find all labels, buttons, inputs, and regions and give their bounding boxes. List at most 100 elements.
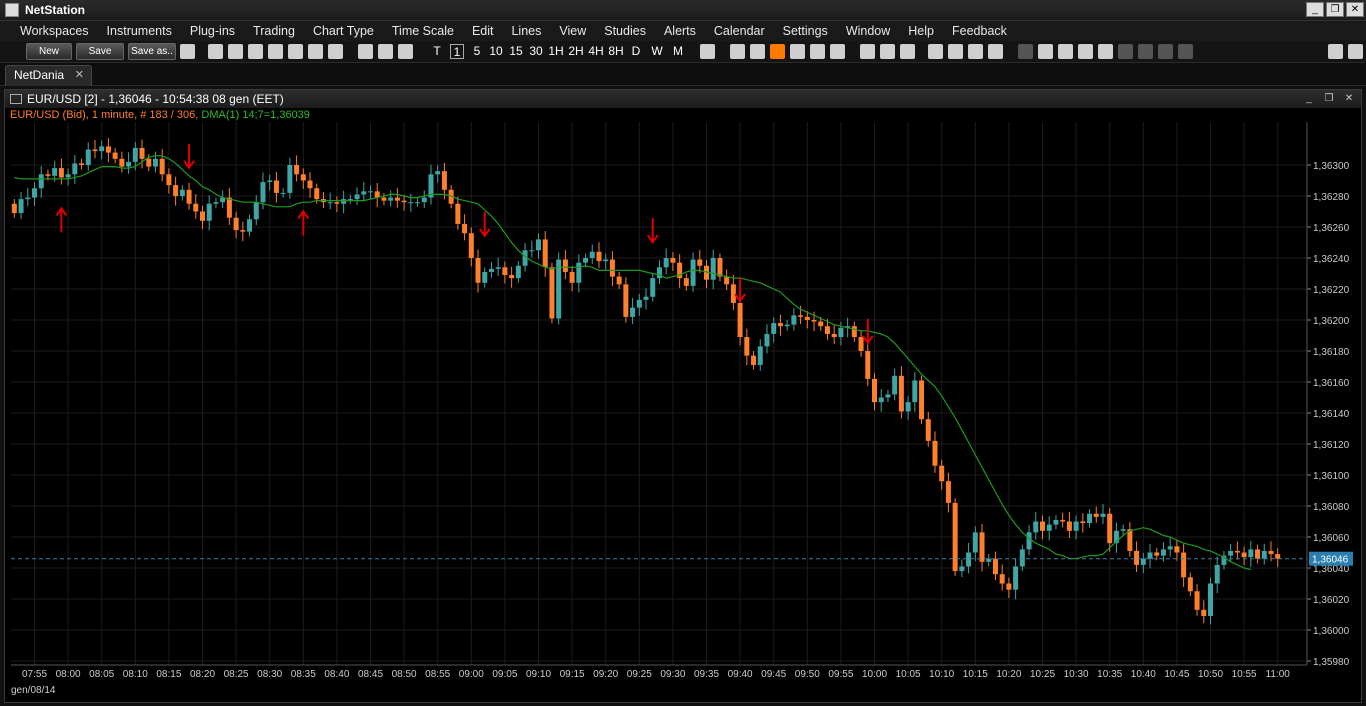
trendline-icon[interactable]	[928, 44, 943, 59]
menu-edit[interactable]: Edit	[471, 24, 494, 38]
zoom-reset-icon[interactable]	[900, 44, 915, 59]
save-button[interactable]: Save	[76, 43, 124, 60]
chart-restore-button[interactable]: ❐	[1324, 93, 1334, 104]
candle-body	[361, 191, 367, 195]
timeframe-5[interactable]: 5	[473, 44, 481, 58]
candle-body	[1201, 609, 1207, 617]
timeframe-30[interactable]: 30	[529, 44, 543, 58]
ask-icon[interactable]	[1098, 44, 1113, 59]
candle-body	[186, 189, 192, 204]
menu-help[interactable]: Help	[908, 24, 934, 38]
x-tick-label: 08:05	[89, 669, 114, 680]
candle-body	[1006, 583, 1012, 590]
pen-icon[interactable]	[1018, 44, 1033, 59]
candle-body	[1066, 521, 1072, 531]
chart-close-button[interactable]: ✕	[1344, 93, 1354, 104]
candle-body	[670, 258, 676, 263]
chart-minimize-button[interactable]: _	[1306, 93, 1312, 104]
candle-body	[616, 276, 622, 285]
tile-icon[interactable]	[1328, 44, 1343, 59]
candle-body	[488, 268, 494, 272]
candle-body	[818, 321, 824, 327]
tab-close-icon[interactable]: ✕	[74, 69, 84, 81]
candle-body	[596, 251, 602, 262]
delete-objects-icon[interactable]	[770, 44, 785, 59]
alert-bell-icon[interactable]	[288, 44, 303, 59]
candle-body	[1127, 529, 1133, 551]
properties-icon[interactable]	[180, 44, 195, 59]
timeframe-8h[interactable]: 8H	[608, 44, 624, 58]
candle-body	[273, 180, 279, 193]
zoom-fit-icon[interactable]	[750, 44, 765, 59]
info-icon[interactable]	[810, 44, 825, 59]
timeframe-15[interactable]: 15	[509, 44, 523, 58]
volume-icon[interactable]	[830, 44, 845, 59]
menu-alerts[interactable]: Alerts	[663, 24, 696, 38]
layout-icon[interactable]	[208, 44, 223, 59]
timeframe-2h[interactable]: 2H	[568, 44, 584, 58]
ray-icon[interactable]	[948, 44, 963, 59]
title-bar: NetStation _ ❐ ✕	[0, 0, 1366, 21]
timeframe-tick[interactable]: T	[433, 44, 441, 58]
candlestick-chart[interactable]: 1,36300 1,36280 1,36260 1,36240 1,36220 1,362…	[5, 90, 1361, 702]
printer-icon[interactable]	[1038, 44, 1053, 59]
candle-body	[428, 174, 434, 198]
menu-settings[interactable]: Settings	[782, 24, 828, 38]
menu-lines[interactable]: Lines	[511, 24, 542, 38]
cursor-icon[interactable]	[988, 44, 1003, 59]
line-chart-icon[interactable]	[398, 44, 413, 59]
layers-icon[interactable]	[1178, 44, 1193, 59]
remove-all-icon[interactable]	[790, 44, 805, 59]
ohlc-bar-icon[interactable]	[378, 44, 393, 59]
hand-pan-icon[interactable]	[328, 44, 343, 59]
menu-workspaces[interactable]: Workspaces	[20, 24, 89, 38]
timeframe-10[interactable]: 10	[489, 44, 503, 58]
menu-trading[interactable]: Trading	[253, 24, 295, 38]
download-icon[interactable]	[1138, 44, 1153, 59]
menu-instruments[interactable]: Instruments	[106, 24, 172, 38]
new-button[interactable]: New	[26, 43, 72, 60]
restore-button[interactable]: ❐	[1326, 2, 1344, 17]
search-icon[interactable]	[1058, 44, 1073, 59]
candle-body	[737, 302, 743, 338]
menu-window[interactable]: Window	[845, 24, 891, 38]
menu-calendar[interactable]: Calendar	[713, 24, 765, 38]
print-preview-icon[interactable]	[268, 44, 283, 59]
timeframe-d[interactable]: D	[631, 44, 641, 58]
menu-view[interactable]: View	[559, 24, 587, 38]
candle-body	[1181, 552, 1187, 578]
menu-chart-type[interactable]: Chart Type	[312, 24, 374, 38]
y-tick-label: 1,36080	[1313, 502, 1350, 513]
crosshair-icon[interactable]	[730, 44, 745, 59]
expand-icon[interactable]	[1348, 44, 1363, 59]
zoom-out-icon[interactable]	[880, 44, 895, 59]
tab-netdania[interactable]: NetDania ✕	[5, 65, 92, 86]
timeframe-w[interactable]: W	[651, 44, 663, 58]
close-button[interactable]: ✕	[1346, 2, 1364, 17]
timeframe-m[interactable]: M	[673, 44, 683, 58]
image-icon[interactable]	[248, 44, 263, 59]
x-tick-label: 09:10	[526, 669, 551, 680]
timeframe-1[interactable]: 1	[450, 44, 464, 59]
timeframe-1h[interactable]: 1H	[548, 44, 564, 58]
wave-icon[interactable]	[1118, 44, 1133, 59]
save-as-button[interactable]: Save as..	[128, 43, 176, 60]
minimize-button[interactable]: _	[1306, 2, 1324, 17]
x-tick-label: 08:45	[358, 669, 383, 680]
menu-feedback[interactable]: Feedback	[952, 24, 1007, 38]
timeframe-4h[interactable]: 4H	[588, 44, 604, 58]
menu-time-scale[interactable]: Time Scale	[391, 24, 454, 38]
candle-body	[751, 355, 757, 365]
zoom-in-icon[interactable]	[860, 44, 875, 59]
grid-icon[interactable]	[228, 44, 243, 59]
monitor-icon[interactable]	[308, 44, 323, 59]
menu-plugins[interactable]: Plug-ins	[189, 24, 236, 38]
chart-compare-icon[interactable]	[1158, 44, 1173, 59]
y-tick-label: 1,36160	[1313, 378, 1350, 389]
bid-icon[interactable]	[1078, 44, 1093, 59]
window-layout-icon[interactable]	[700, 44, 715, 59]
fibonacci-icon[interactable]	[968, 44, 983, 59]
candle-body	[697, 259, 703, 266]
menu-studies[interactable]: Studies	[604, 24, 646, 38]
candlestick-icon[interactable]	[358, 44, 373, 59]
